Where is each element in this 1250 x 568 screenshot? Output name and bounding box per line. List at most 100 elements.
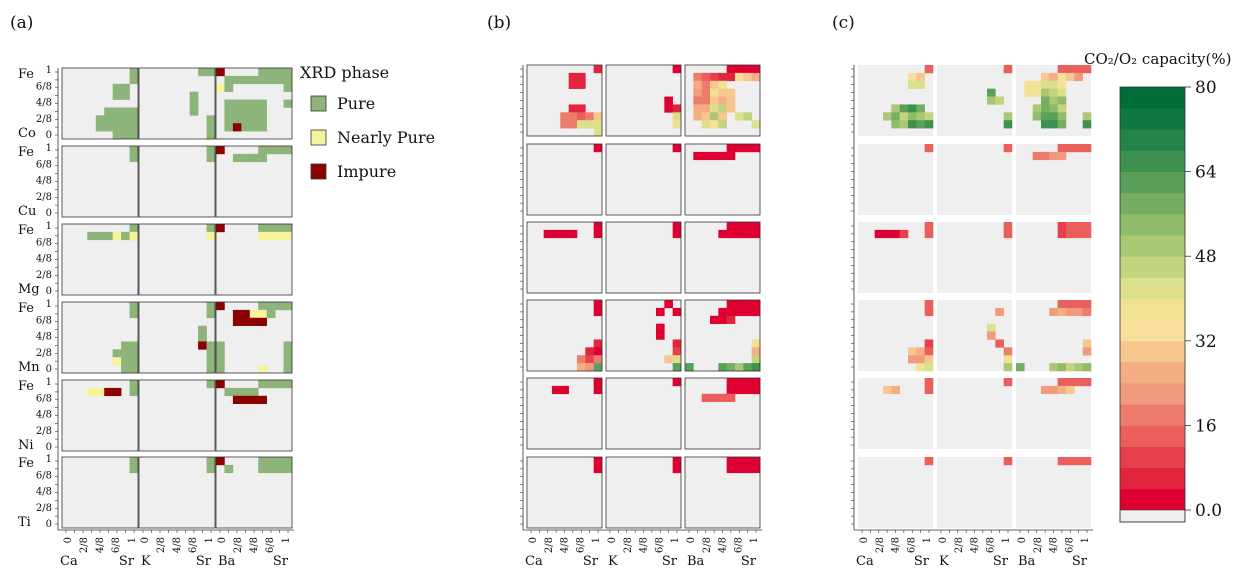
heatmap-cell: [275, 380, 284, 389]
colorbar-segment: [1120, 467, 1185, 490]
heatmap-cell: [121, 341, 130, 350]
x-tick-label: 2/8: [954, 537, 965, 553]
x-composition-left: Ca: [60, 554, 78, 568]
subplot-frame: [526, 456, 603, 529]
heatmap-cell: [743, 65, 752, 74]
heatmap-cell: [1041, 104, 1050, 113]
heatmap-cell: [751, 300, 761, 309]
x-tick-label: 0: [938, 537, 949, 543]
heatmap-cell: [891, 104, 900, 113]
heatmap-cell: [216, 146, 225, 155]
heatmap-cell: [206, 380, 216, 389]
heatmap-cell: [1074, 229, 1083, 239]
heatmap-cell: [672, 339, 682, 348]
heatmap-cell: [1049, 96, 1058, 105]
heatmap-cell: [112, 91, 122, 100]
heatmap-cell: [1003, 363, 1013, 372]
x-tick-label: 4/8: [1049, 537, 1060, 553]
heatmap-cell: [718, 104, 727, 113]
heatmap-cell: [1016, 363, 1025, 372]
heatmap-cell: [121, 91, 130, 100]
heatmap-cell: [121, 115, 130, 124]
x-tick-label: 0: [607, 537, 618, 543]
heatmap-cell: [206, 464, 216, 474]
heatmap-cell: [656, 331, 665, 340]
x-composition-left: Ba: [218, 554, 236, 568]
heatmap-cell: [241, 99, 251, 108]
heatmap-cell: [1057, 72, 1067, 82]
x-tick-label: 4/8: [560, 537, 571, 553]
heatmap-cell: [751, 363, 761, 372]
heatmap-cell: [891, 229, 900, 239]
colorbar-segment: [1120, 361, 1185, 384]
x-tick-label: 1: [922, 537, 933, 543]
heatmap-cell: [751, 229, 761, 239]
heatmap-cell: [718, 120, 727, 129]
subplot-frame: [684, 64, 761, 137]
heatmap-cell: [266, 231, 276, 241]
heatmap-cell: [585, 112, 594, 121]
heatmap-cell: [129, 131, 139, 140]
heatmap-cell: [743, 464, 752, 474]
heatmap-cell: [1066, 378, 1075, 387]
heatmap-cell: [664, 104, 673, 113]
heatmap-cell: [1057, 385, 1067, 395]
row-composition-bottom: Ti: [18, 515, 31, 530]
heatmap-cell: [241, 395, 251, 404]
x-composition-left: K: [939, 554, 949, 568]
subplot-background: [139, 68, 215, 139]
heatmap-cell: [1074, 363, 1083, 372]
subplot-frame: [605, 221, 682, 294]
y-tick-label: 2/8: [36, 114, 52, 125]
heatmap-cell: [735, 385, 744, 395]
heatmap-cell: [95, 115, 105, 124]
subplot-frame: [684, 299, 761, 372]
heatmap-cell: [1049, 88, 1058, 97]
heatmap-cell: [1066, 457, 1075, 466]
heatmap-cell: [710, 96, 719, 105]
heatmap-cell: [726, 88, 736, 97]
heatmap-cell: [560, 229, 569, 239]
heatmap-cell: [258, 231, 267, 241]
heatmap-cell: [693, 151, 702, 161]
heatmap-cell: [1057, 378, 1067, 387]
heatmap-cell: [924, 222, 934, 231]
x-composition-left: K: [141, 554, 151, 568]
heatmap-cell: [216, 349, 225, 358]
colorbar-tick-label: 48: [1195, 247, 1217, 267]
heatmap-cell: [710, 112, 719, 121]
y-tick-label: 1: [46, 221, 52, 232]
heatmap-cell: [710, 315, 719, 324]
heatmap-cell: [104, 231, 113, 241]
heatmap-cell: [1057, 112, 1067, 121]
heatmap-cell: [129, 365, 139, 374]
colorbar-segment: [1120, 298, 1185, 321]
heatmap-cell: [206, 153, 216, 163]
heatmap-cell: [672, 363, 682, 372]
heatmap-cell: [198, 341, 207, 350]
legend-label: Nearly Pure: [337, 128, 435, 147]
heatmap-cell: [743, 144, 752, 153]
heatmap-cell: [735, 378, 744, 387]
heatmap-cell: [726, 104, 736, 113]
heatmap-cell: [206, 115, 216, 124]
heatmap-cell: [593, 144, 603, 153]
heatmap-cell: [1032, 88, 1042, 97]
subplot-background: [139, 457, 215, 528]
x-composition-right: Sr: [662, 554, 678, 568]
x-tick-label: 0: [686, 537, 697, 543]
heatmap-cell: [593, 300, 603, 309]
subplot-frame: [138, 67, 216, 140]
heatmap-cell: [1082, 229, 1092, 239]
colorbar-tick-label: 64: [1195, 163, 1217, 183]
heatmap-cell: [672, 112, 682, 121]
heatmap-cell: [577, 120, 586, 129]
x-tick-label: 6/8: [188, 537, 199, 553]
heatmap-cell: [672, 355, 682, 364]
heatmap-cell: [743, 378, 752, 387]
x-tick-label: 2/8: [156, 537, 167, 553]
heatmap-cell: [726, 307, 736, 317]
x-tick-label: 1: [204, 537, 215, 543]
x-composition-right: Sr: [273, 554, 289, 568]
capacity-colorbar: CO₂/O₂ capacity(%) 0.0 16 32 48 64 80: [1084, 50, 1231, 523]
